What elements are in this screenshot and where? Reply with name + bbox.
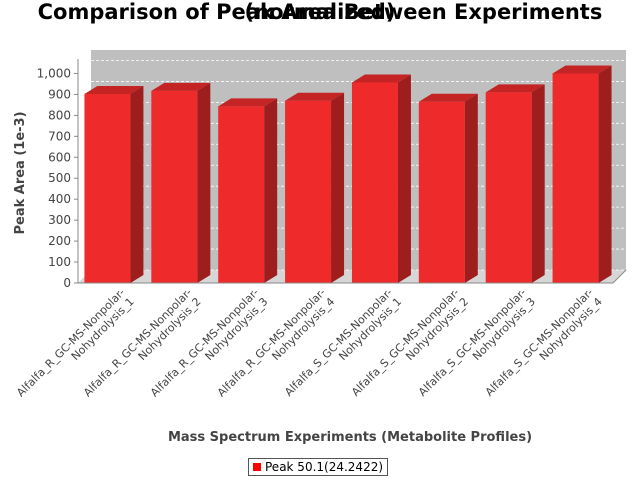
bar-top [351, 74, 411, 83]
y-tick-label: 100 [48, 255, 71, 269]
bar [84, 94, 131, 283]
y-tick-label: 500 [48, 171, 71, 185]
x-tick-label: Alfalfa_R_GC-MS-Nonpolar-Nohydrolysis_1 [14, 286, 137, 409]
bar-top [485, 84, 545, 93]
bar-top [84, 86, 144, 95]
y-tick-label: 400 [48, 192, 71, 206]
y-tick-label: 0 [63, 276, 71, 290]
bar-side [464, 93, 478, 283]
bar-top [285, 92, 345, 101]
x-axis-depth-line [612, 269, 627, 284]
y-tick-label: 1,000 [37, 66, 71, 80]
bar-top [218, 98, 278, 107]
y-tick-label: 900 [48, 87, 71, 101]
y-axis-label: Peak Area (1e-3) [13, 111, 28, 234]
y-tick-label: 200 [48, 234, 71, 248]
bar-side [331, 92, 345, 283]
legend: Peak 50.1(24.2422) [248, 458, 389, 476]
bar-side [598, 65, 612, 283]
bar-side [130, 86, 144, 283]
legend-label: Peak 50.1(24.2422) [265, 460, 384, 474]
y-tick-label: 800 [48, 108, 71, 122]
y-tick-label: 600 [48, 150, 71, 164]
bar [418, 101, 465, 283]
x-axis-label: Mass Spectrum Experiments (Metabolite Pr… [167, 430, 533, 445]
bar [485, 92, 532, 283]
chart-title-line-2: (normalized) [244, 0, 396, 24]
bar-side [264, 98, 278, 283]
bar [218, 106, 265, 283]
bar-side [397, 74, 411, 283]
legend-swatch [253, 463, 261, 471]
bar [351, 82, 398, 283]
bar-top [552, 65, 612, 74]
bar-top [151, 82, 211, 91]
bar-top [418, 93, 478, 102]
bar-side [197, 82, 211, 283]
bar [552, 73, 599, 283]
y-tick-label: 300 [48, 213, 71, 227]
bar [285, 100, 332, 283]
bar-side [531, 84, 545, 283]
chart-title-line-1: Comparison of Peak Area Between Experime… [37, 0, 603, 24]
bar [151, 90, 198, 283]
y-tick-label: 700 [48, 129, 71, 143]
